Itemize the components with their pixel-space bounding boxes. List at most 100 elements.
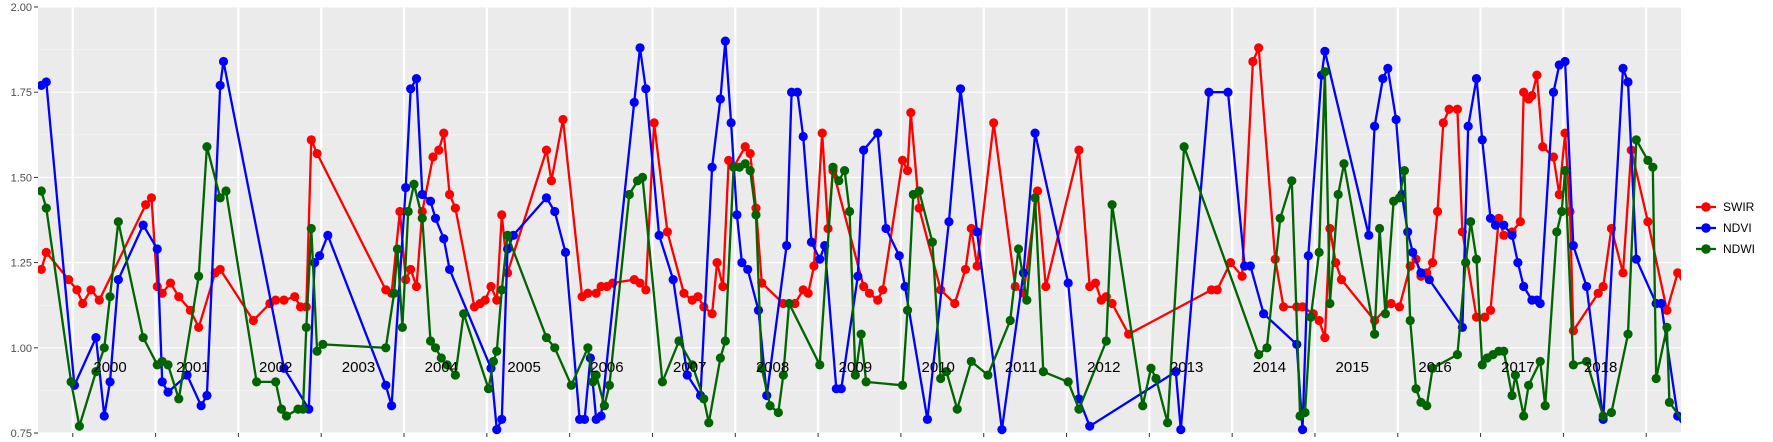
ndvi-point — [279, 363, 289, 373]
ndvi-point — [425, 196, 436, 206]
ndwi-point — [897, 380, 908, 390]
ndvi-point — [1687, 398, 1696, 407]
ndwi-point — [301, 322, 311, 332]
swir-point — [803, 288, 813, 298]
ndwi-point — [1030, 193, 1040, 203]
ndwi-point — [1651, 373, 1661, 384]
swir-point — [444, 189, 455, 200]
swir-point — [1212, 285, 1222, 295]
ndwi-point — [1466, 217, 1476, 227]
ndvi-point — [1030, 128, 1040, 138]
swir-point — [914, 203, 924, 213]
ndwi-point — [1146, 363, 1156, 373]
ndwi-point — [276, 404, 287, 414]
ndvi-point — [1383, 63, 1393, 73]
ndvi-point — [1560, 56, 1570, 67]
swir-point — [1394, 302, 1405, 312]
ndwi-point — [1162, 418, 1173, 428]
ndwi-point — [409, 179, 419, 189]
ndwi-point — [417, 213, 427, 223]
ndvi-point — [406, 84, 416, 94]
ndwi-point — [392, 244, 403, 254]
ndvi-point — [1463, 121, 1473, 131]
swir-point — [693, 292, 703, 302]
year-label: 2004 — [425, 359, 458, 376]
ndvi-point — [635, 43, 645, 53]
ndwi-point — [740, 159, 750, 169]
ndvi-point — [1378, 73, 1388, 84]
swir-point — [1643, 217, 1653, 227]
swir-point — [1432, 206, 1443, 217]
ndwi-point — [202, 142, 212, 152]
swir-point — [72, 285, 82, 295]
ndwi-point — [550, 343, 560, 353]
ndvi-point — [1303, 251, 1313, 261]
ndwi-point — [66, 377, 76, 387]
ndwi-point — [312, 346, 322, 356]
ndwi-point — [1411, 384, 1421, 394]
swir-point — [1673, 268, 1681, 278]
ndwi-point — [1695, 275, 1704, 284]
ndvi-point — [836, 384, 846, 394]
swir-point — [1090, 278, 1101, 288]
ndvi-point — [1519, 281, 1529, 292]
swir-point — [1325, 223, 1335, 234]
ndwi-point — [1552, 227, 1562, 237]
ndvi-point — [541, 193, 552, 203]
ndwi-point — [1422, 401, 1432, 411]
ndwi-point — [850, 370, 860, 380]
ndwi-point — [1314, 247, 1324, 257]
year-label: 2003 — [342, 359, 375, 376]
ndwi-point — [1712, 197, 1721, 206]
swir-point — [740, 142, 750, 152]
ndwi-point — [1507, 390, 1517, 401]
series-layer — [38, 36, 1721, 435]
ndwi-point — [74, 421, 85, 431]
ndwi-point — [966, 356, 976, 367]
year-label: 2016 — [1418, 359, 1451, 376]
ndvi-point — [668, 275, 678, 285]
ndwi-point — [834, 176, 844, 186]
ndvi-point — [1408, 247, 1418, 257]
ndwi-point — [403, 206, 413, 217]
swir-point — [1548, 152, 1559, 162]
ndwi-point — [99, 343, 109, 353]
ndwi-point — [914, 186, 924, 196]
swir-point — [1074, 145, 1084, 155]
ndwi-point — [389, 288, 399, 298]
swir-point — [1494, 213, 1504, 223]
year-label: 2005 — [507, 359, 540, 376]
swir-point — [1237, 271, 1247, 281]
swir-point — [165, 278, 176, 288]
swir-point — [279, 295, 289, 305]
swir-point — [541, 145, 552, 155]
swir-point — [864, 288, 875, 298]
ndvi-point — [997, 424, 1007, 435]
ndwi-point — [1138, 401, 1148, 411]
ndwi-point — [492, 346, 502, 356]
ndwi-point — [861, 377, 871, 387]
year-label: 2011 — [1005, 359, 1037, 376]
ndwi-point — [1535, 356, 1545, 367]
swir-point — [1618, 268, 1628, 278]
ndvi-point — [900, 281, 910, 292]
ndvi-point — [1364, 230, 1374, 240]
ndvi-point — [1204, 87, 1214, 97]
legend-label-ndvi: NDVI — [1723, 221, 1752, 235]
ndvi-point — [138, 220, 148, 230]
ndwi-point — [1643, 155, 1653, 165]
ndvi-point — [881, 223, 891, 234]
swir-point — [41, 247, 51, 257]
ndwi-point — [1394, 193, 1405, 203]
ndvi-point — [196, 401, 206, 411]
ndwi-point — [828, 162, 838, 172]
ndvi-point — [202, 390, 212, 401]
swir-point — [248, 315, 258, 326]
swir-point — [745, 148, 755, 159]
swir-point — [817, 128, 827, 138]
y-tick-label: 1.25 — [11, 258, 32, 270]
ndwi-point — [430, 343, 441, 353]
ndwi-point — [902, 305, 913, 315]
year-label: 2018 — [1584, 359, 1617, 376]
